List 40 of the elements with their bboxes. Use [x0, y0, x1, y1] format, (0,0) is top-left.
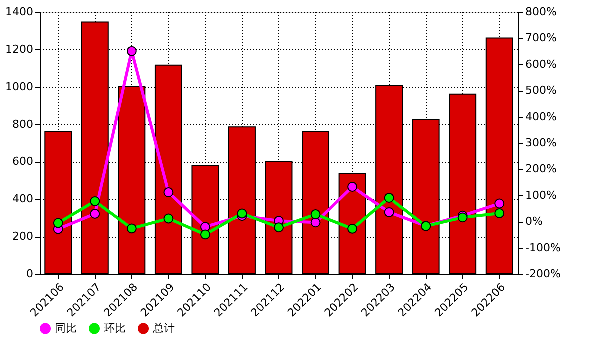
y-tick-label: 1400 — [6, 6, 34, 18]
y-tick-label: 1000 — [6, 80, 34, 94]
point — [494, 208, 505, 218]
y2-tick-label: 500% — [526, 84, 557, 98]
y2-tick-label: 700% — [526, 32, 557, 45]
point — [348, 182, 358, 192]
y-tick-label: 0 — [26, 268, 34, 280]
y2-tick-label: 400% — [526, 110, 557, 124]
point — [310, 218, 321, 228]
legend-label: 同比 — [55, 322, 77, 335]
y2-tick-label: 0% — [526, 215, 543, 228]
y-tick-label: 400 — [12, 192, 34, 206]
y2-tick-label: 600% — [526, 58, 557, 71]
point — [384, 193, 394, 203]
y2-tick-label: 200% — [526, 162, 557, 176]
point — [53, 218, 64, 228]
y-tick-label: 600 — [12, 155, 34, 168]
point — [126, 46, 137, 56]
point — [164, 188, 174, 198]
point — [274, 222, 284, 233]
point — [348, 224, 358, 234]
y-tick-label: 1200 — [6, 42, 34, 56]
y2-tick-label: -200% — [526, 268, 561, 280]
point — [384, 207, 394, 218]
y-tick-label: 200 — [12, 230, 34, 244]
y2-tick-label: 100% — [526, 188, 557, 202]
point — [200, 230, 210, 240]
y2-tick-label: 300% — [526, 136, 557, 150]
legend-label: 总计 — [152, 322, 175, 335]
point — [126, 224, 137, 234]
point — [494, 198, 505, 209]
point — [310, 210, 321, 220]
legend-label: 环比 — [104, 322, 126, 335]
point — [90, 196, 100, 206]
point — [164, 214, 174, 224]
y2-tick-label: 800% — [526, 6, 557, 18]
point — [237, 208, 248, 219]
point — [90, 209, 100, 219]
y-tick-label: 800 — [12, 118, 34, 131]
y2-tick-label: -100% — [526, 241, 561, 254]
